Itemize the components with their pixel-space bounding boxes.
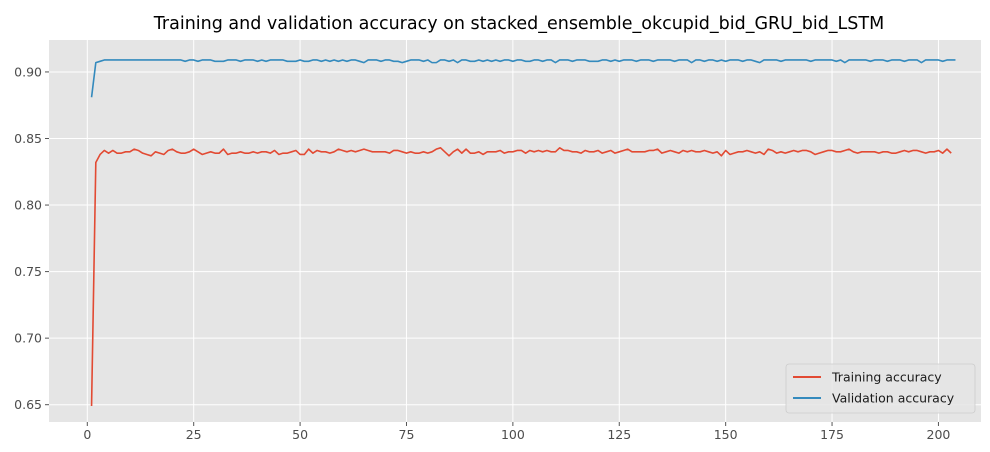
x-tick-label: 125	[607, 427, 631, 442]
y-tick-label: 0.85	[14, 131, 42, 146]
chart-title: Training and validation accuracy on stac…	[153, 14, 884, 34]
x-tick-label: 50	[292, 427, 308, 442]
y-tick-label: 0.70	[14, 331, 42, 346]
x-tick-label: 150	[714, 427, 738, 442]
legend: Training accuracy Validation accuracy	[785, 363, 976, 414]
x-tick-label: 25	[186, 427, 202, 442]
y-gridlines	[49, 71, 981, 406]
x-tick-label: 0	[83, 427, 91, 442]
legend-label-training: Training accuracy	[831, 370, 942, 385]
x-axis-ticks: 0 25 50 75 100 125 150 175 200	[83, 422, 950, 442]
y-tick-label: 0.75	[14, 264, 42, 279]
x-tick-label: 75	[399, 427, 415, 442]
x-tick-label: 200	[927, 427, 951, 442]
training-accuracy-line	[90, 147, 952, 407]
plot-area	[49, 40, 981, 422]
x-tick-label: 175	[820, 427, 844, 442]
x-gridlines	[86, 40, 939, 422]
legend-label-validation: Validation accuracy	[832, 391, 955, 406]
legend-box	[785, 363, 976, 414]
x-tick-label: 100	[501, 427, 525, 442]
series-layer	[90, 59, 956, 407]
validation-accuracy-line	[90, 59, 956, 98]
y-tick-label: 0.90	[14, 64, 42, 79]
y-tick-label: 0.65	[14, 397, 42, 412]
y-tick-label: 0.80	[14, 198, 42, 213]
y-axis-ticks: 0.65 0.70 0.75 0.80 0.85 0.90	[14, 64, 49, 412]
